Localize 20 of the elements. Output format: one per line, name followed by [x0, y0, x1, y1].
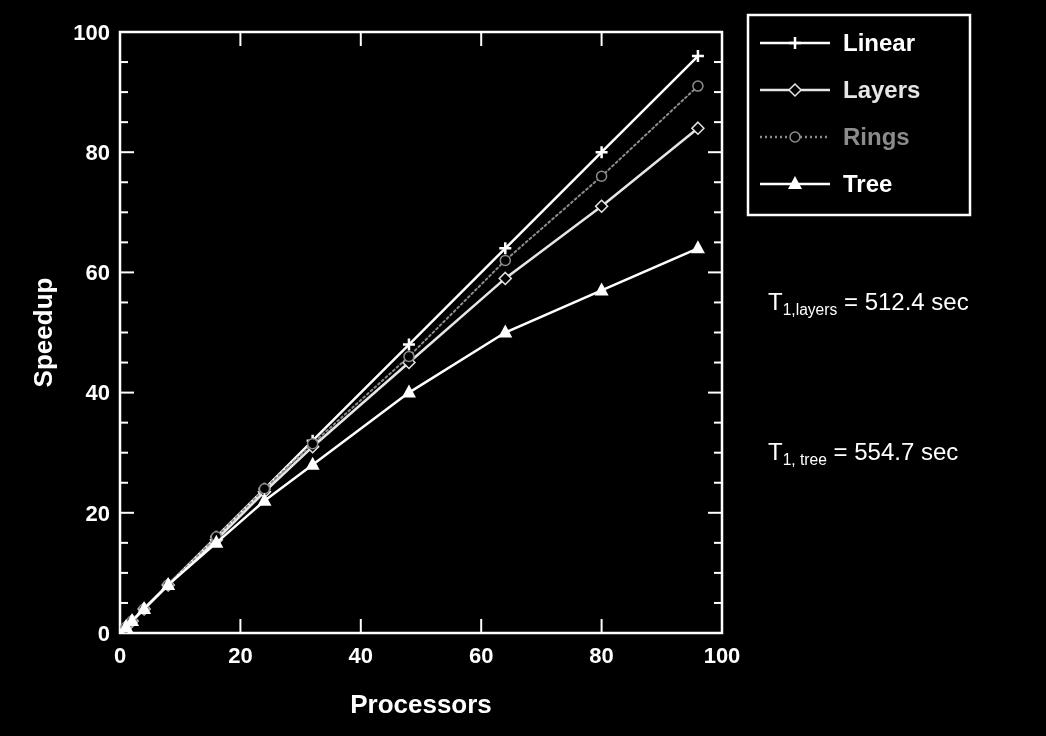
- y-tick-label: 0: [97, 620, 110, 646]
- y-tick-label: 80: [85, 139, 110, 165]
- legend-label: Tree: [843, 170, 893, 198]
- x-tick-label: 40: [348, 643, 374, 668]
- y-axis-title: Speedup: [28, 277, 58, 388]
- x-tick-label: 60: [468, 643, 494, 668]
- x-tick-label: 80: [589, 643, 614, 668]
- y-tick-label: 100: [73, 19, 110, 45]
- legend-label: Linear: [843, 29, 916, 57]
- text: T$_{1,layers}$ = 512.4 sec: [768, 288, 969, 318]
- text: T$_{1, tree}$ = 554.7 sec: [768, 438, 959, 468]
- x-tick-label: 20: [228, 643, 253, 668]
- legend-label: Layers: [843, 76, 921, 104]
- y-tick-label: 60: [85, 260, 110, 286]
- y-tick-label: 40: [85, 380, 110, 406]
- x-tick-label: 0: [113, 643, 127, 668]
- x-tick-label: 100: [703, 643, 741, 668]
- legend-label: Rings: [843, 123, 910, 151]
- y-tick-label: 20: [85, 500, 110, 526]
- x-axis-title: Processors: [350, 689, 492, 719]
